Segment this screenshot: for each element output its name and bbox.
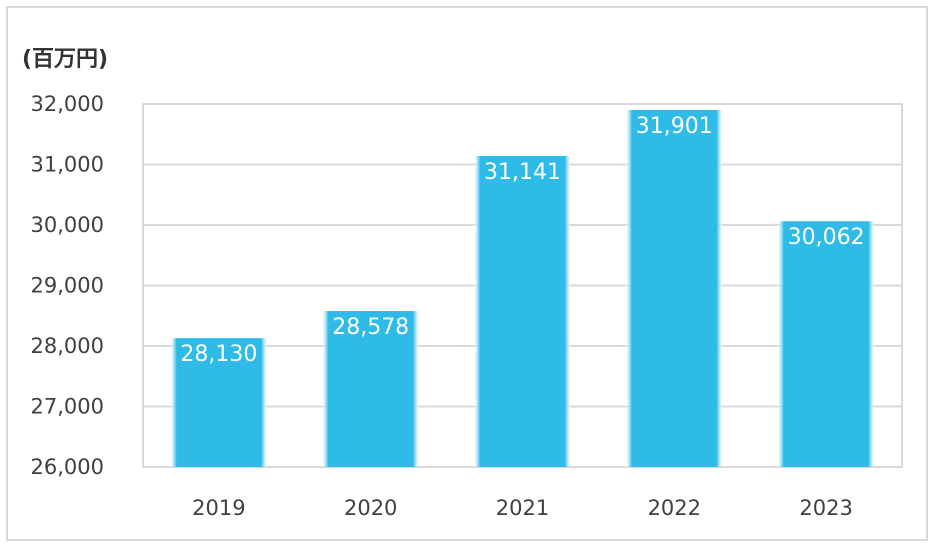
chart-frame	[6, 6, 928, 541]
bars	[170, 109, 875, 468]
y-tick-label: 32,000	[31, 92, 104, 116]
y-tick-label: 31,000	[31, 153, 104, 177]
data-label-2021: 31,141	[484, 160, 561, 185]
bar-2021	[474, 155, 571, 468]
y-axis-ticks: 26,000 27,000 28,000 29,000 30,000 31,000 32,0…	[31, 92, 104, 479]
x-tick-label: 2019	[192, 496, 245, 520]
x-tick-label: 2023	[799, 496, 852, 520]
bar-2019	[170, 338, 267, 467]
bar-2020	[322, 311, 419, 467]
y-tick-label: 26,000	[31, 455, 104, 479]
data-label-2019: 28,130	[180, 342, 257, 367]
data-label-2020: 28,578	[332, 315, 409, 340]
data-labels: 28,130 28,578 31,141 31,901 30,062	[180, 114, 864, 367]
y-tick-label: 29,000	[31, 274, 104, 298]
x-tick-label: 2020	[344, 496, 397, 520]
y-tick-label: 30,000	[31, 213, 104, 237]
x-tick-label: 2022	[648, 496, 701, 520]
y-tick-label: 27,000	[31, 395, 104, 419]
data-label-2023: 30,062	[788, 225, 865, 250]
unit-label: (百万円)	[22, 47, 108, 72]
data-label-2022: 31,901	[636, 114, 713, 139]
x-axis-ticks: 2019 2020 2021 2022 2023	[192, 496, 853, 520]
bar-2022	[626, 109, 723, 467]
x-tick-label: 2021	[496, 496, 549, 520]
bar-2023	[778, 221, 875, 467]
y-tick-label: 28,000	[31, 334, 104, 358]
